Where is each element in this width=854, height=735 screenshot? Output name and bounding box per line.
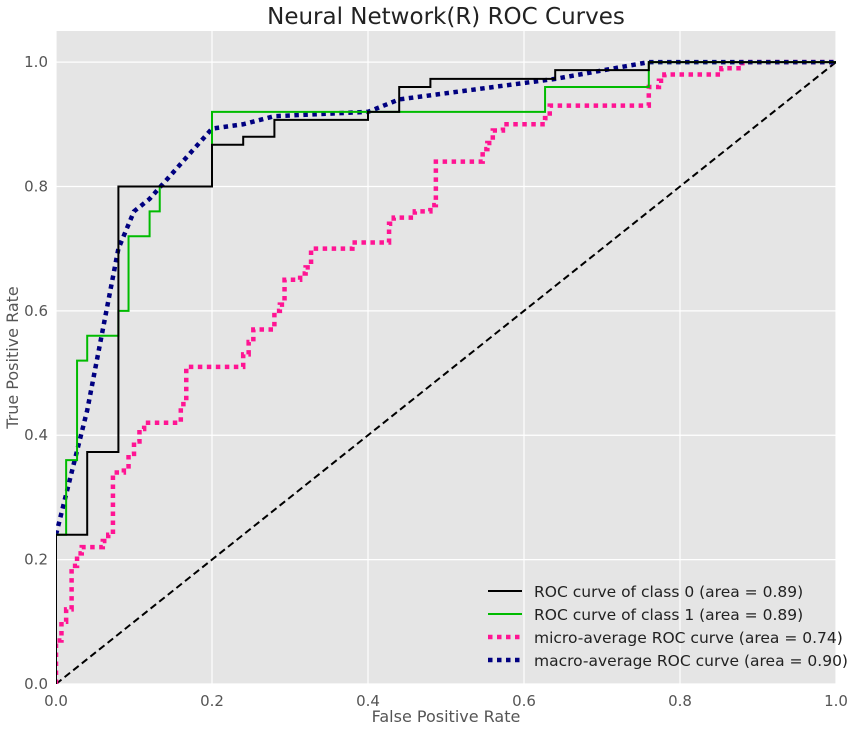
legend-label: ROC curve of class 0 (area = 0.89) <box>534 583 803 601</box>
series-line-1 <box>56 61 836 684</box>
y-axis-title: True Positive Rate <box>3 286 22 430</box>
y-tick-label: 0.2 <box>24 551 48 569</box>
y-tick-label: 0.0 <box>24 675 48 693</box>
x-axis-ticks: 0.0 0.2 0.4 0.6 0.8 1.0 <box>44 692 848 710</box>
x-axis-title: False Positive Rate <box>372 707 521 726</box>
legend-label: ROC curve of class 1 (area = 0.89) <box>534 606 803 624</box>
y-tick-label: 1.0 <box>24 53 48 71</box>
y-axis-ticks: 0.0 0.2 0.4 0.6 0.8 1.0 <box>24 53 48 693</box>
chart-title: Neural Network(R) ROC Curves <box>267 4 625 30</box>
legend-label: macro-average ROC curve (area = 0.90) <box>534 652 848 670</box>
legend-label: micro-average ROC curve (area = 0.74) <box>534 629 843 647</box>
legend: ROC curve of class 0 (area = 0.89) ROC cu… <box>488 583 848 670</box>
y-tick-label: 0.8 <box>24 177 48 195</box>
x-tick-label: 0.0 <box>44 692 68 710</box>
x-tick-label: 0.4 <box>356 692 380 710</box>
x-tick-label: 1.0 <box>824 692 848 710</box>
x-tick-label: 0.8 <box>668 692 692 710</box>
x-tick-label: 0.6 <box>512 692 536 710</box>
series-layer <box>56 59 837 684</box>
x-tick-label: 0.2 <box>200 692 224 710</box>
plot-area <box>56 31 836 684</box>
series-line-4 <box>56 61 837 684</box>
grid-lines <box>55 31 837 685</box>
series-line-0 <box>56 61 836 684</box>
y-tick-label: 0.4 <box>24 426 48 444</box>
y-tick-label: 0.6 <box>24 302 48 320</box>
